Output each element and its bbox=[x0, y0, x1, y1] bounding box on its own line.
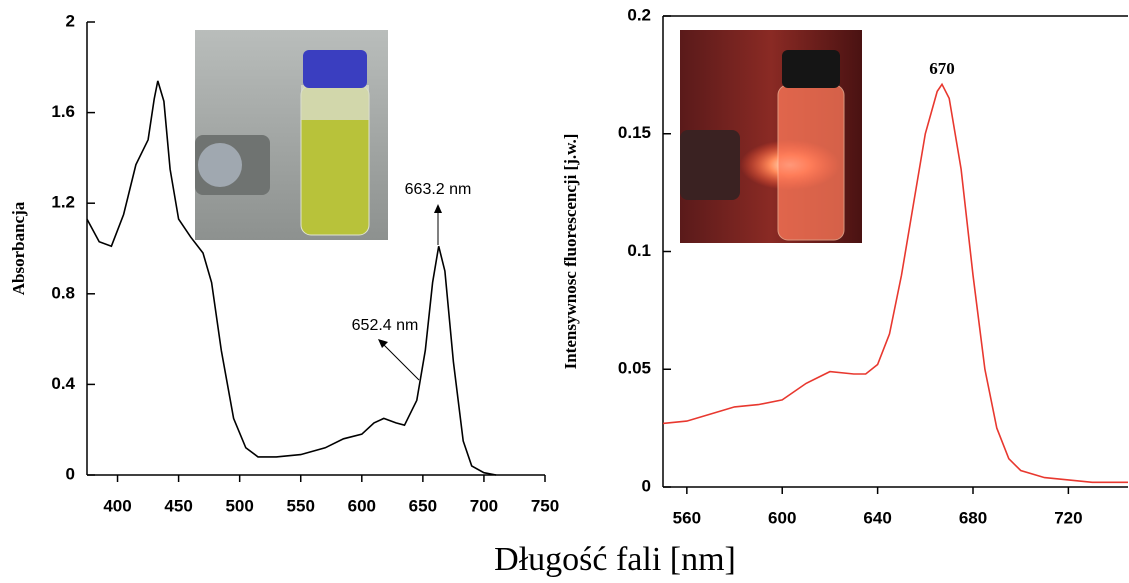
x-tick-label: 600 bbox=[348, 496, 376, 515]
x-tick-label: 450 bbox=[164, 496, 192, 515]
y-tick-label: 0.15 bbox=[618, 123, 651, 142]
x-tick-label: 700 bbox=[470, 496, 498, 515]
y-tick-label: 0.4 bbox=[51, 374, 75, 393]
x-tick-label: 600 bbox=[768, 508, 796, 527]
x-tick-label: 640 bbox=[863, 508, 891, 527]
y-tick-label: 0.05 bbox=[618, 359, 651, 378]
annotation: 663.2 nm bbox=[405, 181, 472, 198]
arrow-head bbox=[434, 204, 442, 213]
x-tick-label: 500 bbox=[225, 496, 253, 515]
x-tick-label: 680 bbox=[959, 508, 987, 527]
y-tick-label: 0.2 bbox=[627, 5, 651, 24]
y-tick-label: 2 bbox=[66, 11, 75, 30]
y-tick-label: 0 bbox=[66, 464, 75, 483]
y-tick-label: 1.6 bbox=[51, 102, 75, 121]
y-axis-title: Intensywnosc fluorescencji [j.w.] bbox=[561, 134, 580, 370]
y-tick-label: 0.1 bbox=[627, 241, 651, 260]
data-line bbox=[662, 82, 1128, 484]
x-tick-label: 400 bbox=[103, 496, 131, 515]
y-axis-title: Absorbancja bbox=[9, 201, 28, 295]
y-tick-label: 0 bbox=[642, 476, 651, 495]
x-tick-label: 550 bbox=[287, 496, 315, 515]
x-tick-label: 720 bbox=[1054, 508, 1082, 527]
y-tick-label: 0.8 bbox=[51, 283, 75, 302]
photo-absorbance bbox=[195, 30, 388, 240]
x-tick-label: 560 bbox=[673, 508, 701, 527]
annotation-arrow bbox=[380, 341, 420, 381]
annotation: 670 bbox=[929, 59, 955, 78]
x-tick-label: 650 bbox=[409, 496, 437, 515]
arrow-head bbox=[378, 339, 388, 348]
annotation: 652.4 nm bbox=[352, 317, 419, 334]
data-line bbox=[86, 80, 497, 476]
x-tick-label: 750 bbox=[531, 496, 559, 515]
x-axis-title: Długość fali [nm] bbox=[494, 541, 736, 578]
photo-fluorescence bbox=[680, 30, 862, 243]
y-tick-label: 1.2 bbox=[51, 193, 75, 212]
